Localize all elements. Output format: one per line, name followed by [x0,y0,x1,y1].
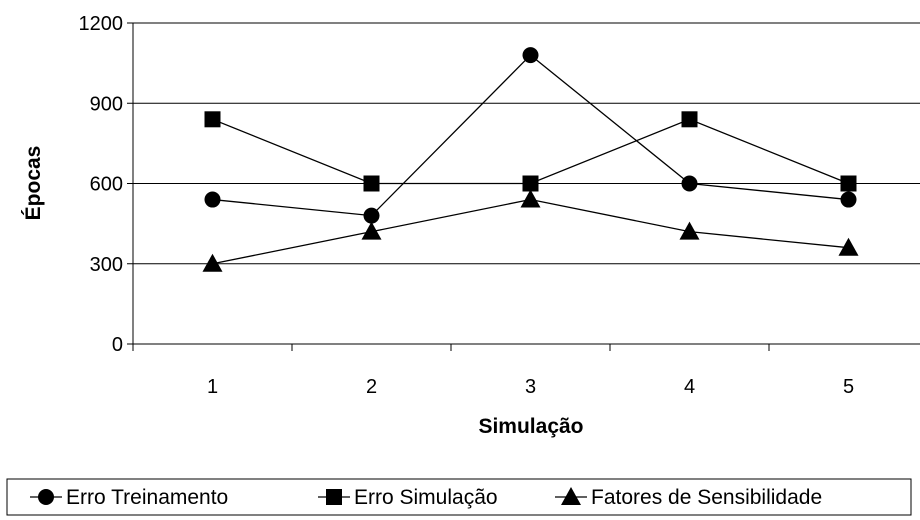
data-point-triangle [361,221,382,240]
x-tick-labels: 1 2 3 4 5 [132,344,854,398]
legend: Erro Treinamento Erro Simulação Fatores de… [6,478,912,516]
x-tick-label: 2 [366,376,377,398]
legend-marker-circle [38,489,54,505]
legend-label: Erro Treinamento [66,486,228,509]
data-point-square [681,111,698,128]
y-tick-label: 1200 [79,13,124,35]
data-point-square [204,111,221,128]
legend-items: Erro Treinamento Erro Simulação Fatores de… [30,486,822,509]
series-circle [204,47,857,224]
legend-item: Erro Treinamento [30,486,228,509]
data-point-circle [522,47,539,64]
series-square [204,111,857,192]
legend-item: Fatores de Sensibilidade [555,486,822,509]
data-point-square [840,175,857,192]
y-tick-labels: 0 300 600 900 1200 [79,13,124,356]
series-triangle [202,189,859,272]
axes [132,23,920,345]
legend-box [6,478,912,516]
x-axis-title: Simulação [478,415,583,438]
legend-label: Fatores de Sensibilidade [591,486,822,509]
legend-label: Erro Simulação [354,486,498,509]
data-point-square [522,175,539,192]
x-tick-label: 1 [207,376,218,398]
legend-item: Erro Simulação [318,486,498,509]
y-tick-label: 0 [112,334,123,356]
data-point-circle [204,191,221,208]
series-lines [202,47,859,272]
x-tick-label: 4 [684,376,695,398]
data-point-circle [840,191,857,208]
data-point-circle [681,175,698,192]
data-point-triangle [679,221,700,240]
legend-marker-triangle [561,487,581,505]
y-tick-label: 300 [90,254,123,276]
legend-marker-square [326,489,342,505]
series-line [212,118,849,185]
data-point-triangle [520,189,541,208]
data-point-triangle [202,253,223,272]
y-axis-title: Épocas [22,146,45,221]
data-point-triangle [838,237,859,256]
x-tick-label: 3 [525,376,536,398]
y-tick-label: 900 [90,93,123,115]
data-point-square [363,175,380,192]
y-tick-label: 600 [90,174,123,196]
data-point-circle [363,207,380,224]
x-tick-label: 5 [843,376,854,398]
